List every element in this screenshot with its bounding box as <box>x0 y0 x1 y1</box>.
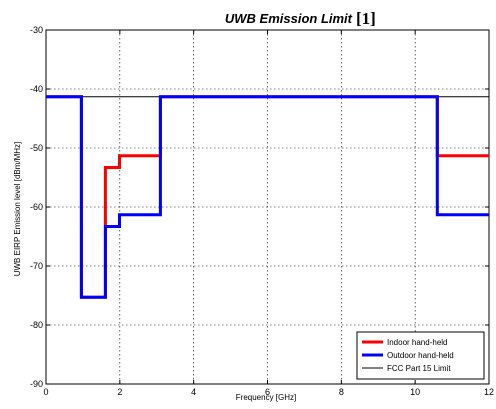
x-tick-label: 12 <box>484 387 494 397</box>
x-axis-label: Frequency [GHz] <box>236 393 296 402</box>
y-tick-label: -40 <box>30 84 43 94</box>
legend-label: Indoor hand-held <box>387 338 448 347</box>
chart-title-reference: [1] <box>356 9 376 28</box>
x-tick-label: 6 <box>265 387 270 397</box>
chart-title: UWB Emission Limit <box>225 11 353 26</box>
grid <box>46 30 489 384</box>
x-tick-label: 0 <box>43 387 48 397</box>
x-tick-label: 10 <box>410 387 420 397</box>
y-tick-label: -90 <box>30 379 43 389</box>
legend-label: FCC Part 15 Limit <box>387 364 451 373</box>
series-line-outdoor-hand-held <box>46 95 489 299</box>
y-tick-label: -70 <box>30 261 43 271</box>
x-tick-label: 2 <box>117 387 122 397</box>
x-tick-label: 4 <box>191 387 196 397</box>
y-tick-label: -30 <box>30 25 43 35</box>
x-tick-label: 8 <box>339 387 344 397</box>
legend-label: Outdoor hand-held <box>387 351 454 360</box>
series-lines <box>46 95 489 299</box>
y-axis-label: UWB EIRP Emission level [dBm/MHz] <box>13 142 22 277</box>
legend-box <box>356 331 485 380</box>
axis-ticks: 0 2 4 6 8 10 12 -90 -80 -70 -60 -50 -40 -30 <box>30 25 494 397</box>
y-tick-label: -60 <box>30 202 43 212</box>
legend: Indoor hand-held Outdoor hand-held FCC Par… <box>356 331 485 380</box>
y-tick-label: -50 <box>30 143 43 153</box>
y-tick-label: -80 <box>30 320 43 330</box>
